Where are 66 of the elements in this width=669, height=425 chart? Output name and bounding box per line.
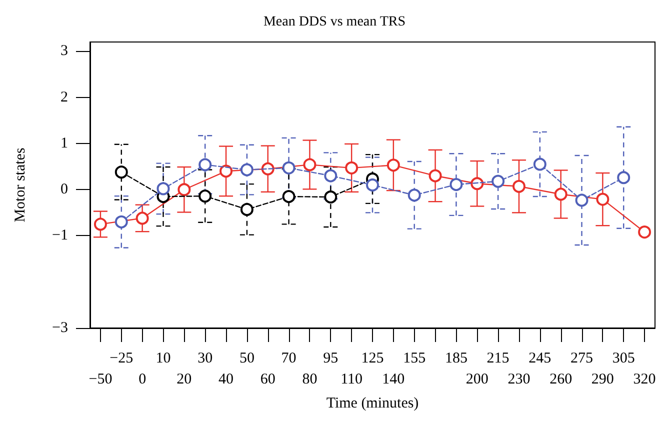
point bbox=[282, 161, 296, 174]
point bbox=[617, 171, 630, 184]
x-tick-label: −25 bbox=[110, 350, 134, 366]
point bbox=[240, 202, 254, 216]
x-tick-label: 125 bbox=[361, 350, 384, 366]
y-tick-label: −1 bbox=[52, 228, 68, 244]
x-tick-label: 110 bbox=[340, 372, 363, 388]
x-tick-label: −50 bbox=[88, 372, 112, 388]
point bbox=[366, 178, 379, 192]
point bbox=[324, 190, 338, 204]
point bbox=[492, 174, 505, 188]
point bbox=[303, 158, 316, 172]
point bbox=[94, 218, 107, 231]
y-axis-title: Motor states bbox=[12, 148, 28, 222]
point bbox=[114, 166, 128, 179]
x-tick-label: 50 bbox=[239, 350, 254, 366]
x-axis-title: Time (minutes) bbox=[326, 396, 419, 412]
point bbox=[220, 164, 233, 178]
point bbox=[450, 178, 463, 192]
x-tick-label: 275 bbox=[570, 350, 594, 366]
x-tick-label: 200 bbox=[466, 372, 488, 388]
point bbox=[512, 180, 526, 193]
point bbox=[638, 226, 652, 239]
x-tick-label: 305 bbox=[612, 350, 635, 366]
x-tick-label: 320 bbox=[633, 372, 656, 388]
x-tick-label: 155 bbox=[403, 350, 426, 366]
y-tick-label: 2 bbox=[60, 89, 68, 106]
chart-title: Mean DDS vs mean TRS bbox=[263, 14, 406, 30]
point bbox=[198, 158, 212, 172]
x-tick-label: 80 bbox=[302, 372, 318, 388]
point bbox=[324, 169, 338, 182]
point bbox=[178, 183, 191, 196]
x-tick-label: 290 bbox=[591, 372, 614, 388]
y-tick-label: 1 bbox=[60, 135, 68, 152]
x-tick-label: 230 bbox=[508, 372, 530, 388]
point bbox=[345, 161, 358, 174]
x-tick-label: 20 bbox=[176, 372, 192, 388]
point bbox=[386, 158, 400, 172]
point bbox=[408, 188, 421, 202]
point bbox=[470, 177, 484, 190]
point bbox=[240, 163, 254, 176]
x-tick-label: 140 bbox=[382, 372, 405, 388]
x-tick-label: 40 bbox=[218, 372, 234, 388]
point bbox=[136, 212, 149, 225]
point bbox=[428, 169, 442, 182]
point bbox=[554, 188, 568, 201]
x-tick-label: 10 bbox=[156, 350, 171, 366]
point bbox=[156, 182, 170, 196]
point bbox=[596, 192, 610, 206]
x-tick-label: 95 bbox=[323, 350, 338, 366]
x-tick-label: 0 bbox=[138, 372, 146, 388]
x-tick-label: 185 bbox=[444, 350, 468, 366]
x-tick-label: 60 bbox=[260, 372, 276, 388]
y-tick-label: 3 bbox=[60, 43, 68, 60]
y-tick-label: 0 bbox=[60, 182, 68, 198]
point bbox=[533, 158, 546, 171]
y-tick-label: −3 bbox=[52, 320, 68, 336]
x-tick-label: 30 bbox=[198, 350, 213, 366]
point bbox=[198, 190, 212, 203]
x-tick-label: 260 bbox=[550, 372, 572, 388]
point bbox=[114, 215, 128, 228]
x-tick-label: 245 bbox=[528, 350, 552, 366]
x-tick-label: 70 bbox=[281, 350, 296, 366]
point bbox=[575, 194, 588, 207]
point bbox=[282, 190, 296, 204]
x-tick-label: 215 bbox=[486, 350, 510, 366]
